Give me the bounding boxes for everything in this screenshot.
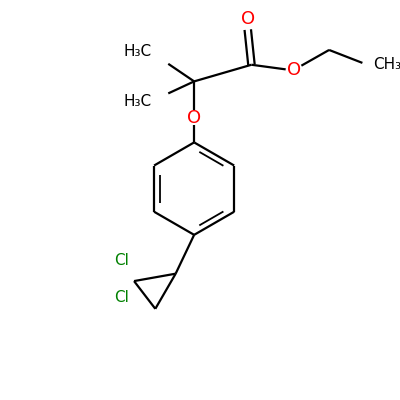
Text: O: O	[241, 10, 255, 28]
Text: Cl: Cl	[114, 290, 130, 305]
Text: Cl: Cl	[114, 253, 130, 268]
Text: H₃C: H₃C	[124, 44, 152, 59]
Text: O: O	[287, 61, 301, 79]
Text: CH₃: CH₃	[374, 57, 400, 72]
Text: O: O	[187, 109, 201, 127]
Text: H₃C: H₃C	[124, 94, 152, 109]
